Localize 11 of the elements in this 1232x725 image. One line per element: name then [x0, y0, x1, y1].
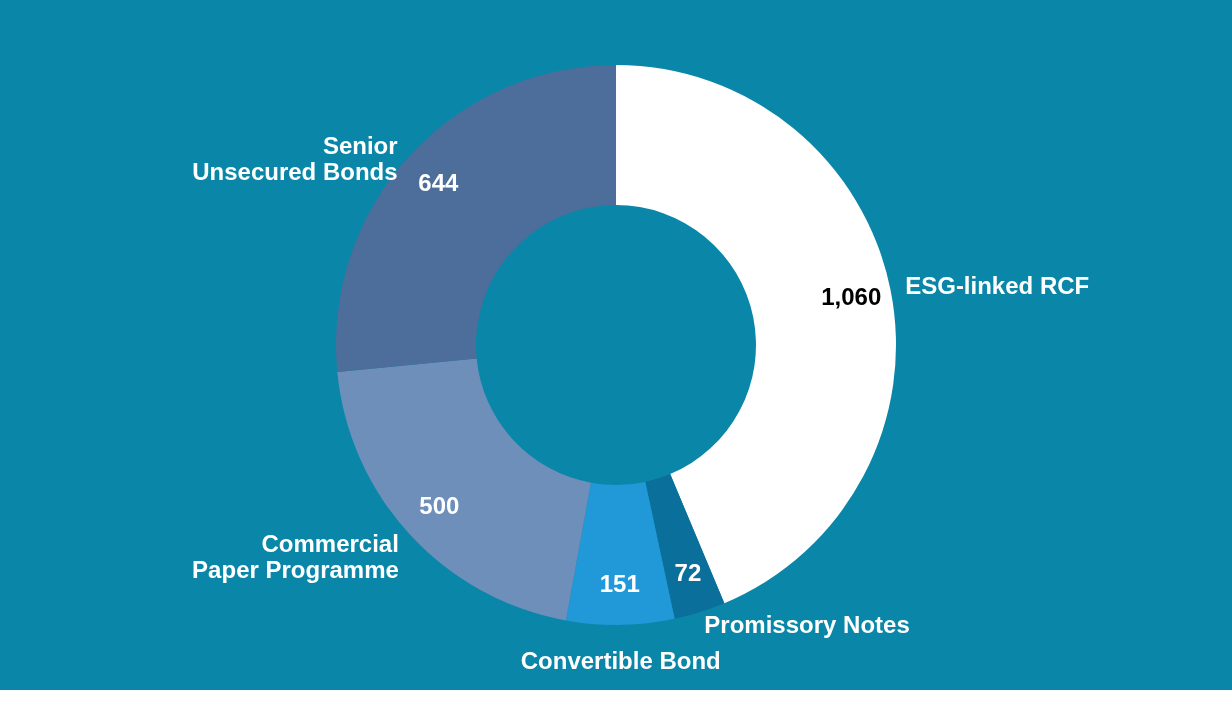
data-label: 1,060	[821, 282, 882, 310]
slice-label: Convertible Bond	[520, 646, 721, 674]
slice-label: Commercial Paper Programme	[192, 529, 399, 583]
data-label: 644	[418, 168, 459, 196]
donut-slice	[565, 481, 675, 625]
data-label: 151	[599, 569, 640, 597]
slice-label: Promissory Notes	[704, 611, 910, 639]
slice-label: Senior Unsecured Bonds	[192, 131, 398, 185]
data-label: 500	[419, 492, 460, 520]
slice-label: ESG-linked RCF	[905, 271, 1090, 299]
data-label: 72	[674, 558, 702, 586]
